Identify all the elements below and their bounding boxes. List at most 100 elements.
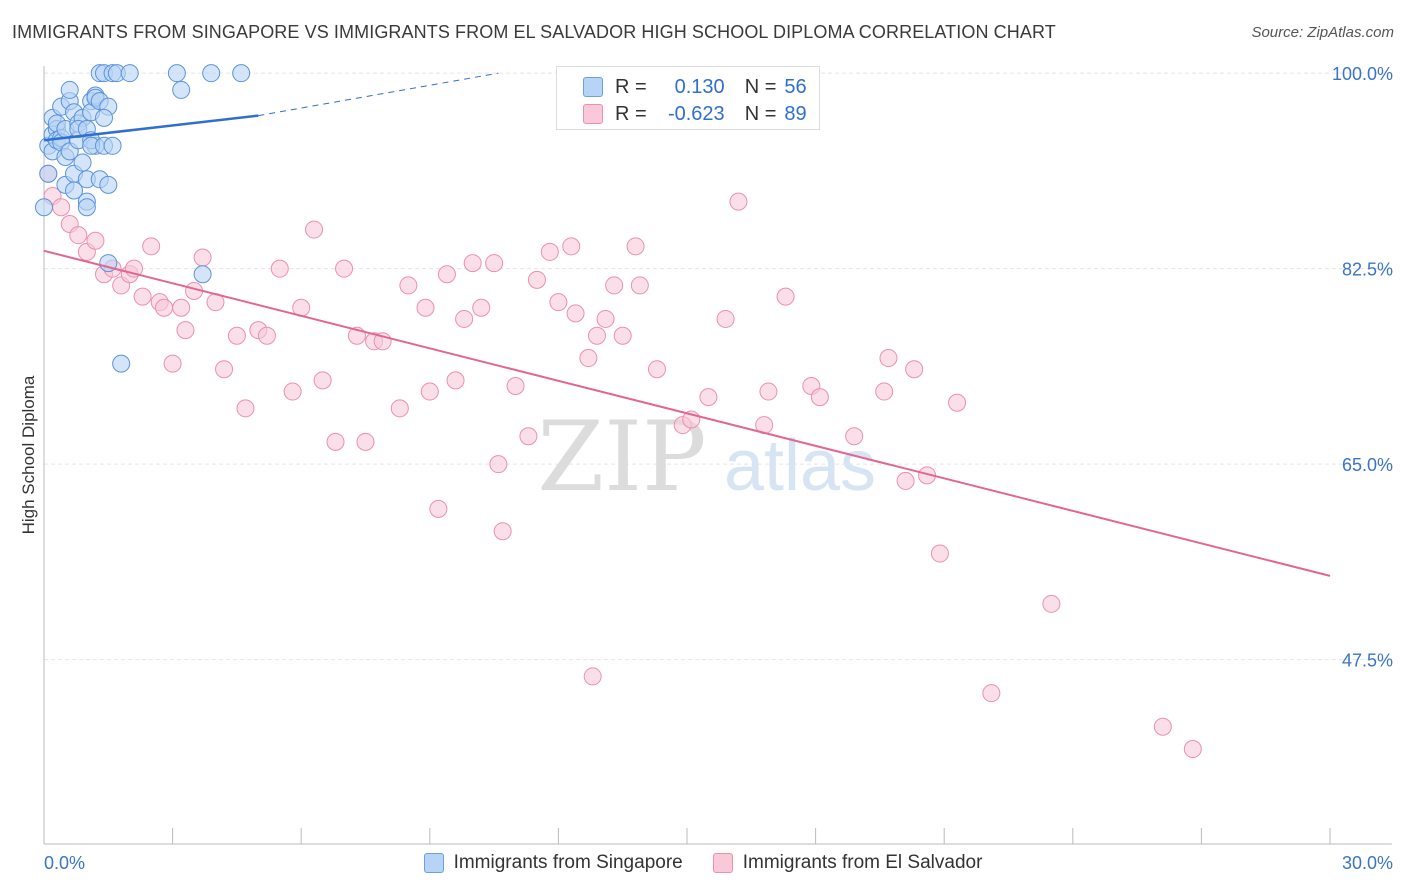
el-salvador-point — [549, 293, 568, 312]
el-salvador-point — [420, 382, 439, 401]
el-salvador-point — [776, 287, 795, 306]
el-salvador-point — [69, 226, 88, 245]
singapore-point — [172, 80, 191, 99]
el-salvador-point — [356, 432, 375, 451]
el-salvador-point — [982, 684, 1001, 703]
el-salvador-point — [896, 471, 915, 490]
legend-r-value-singapore: 0.130 — [674, 75, 725, 98]
series-legend-singapore[interactable]: Immigrants from Singapore — [423, 852, 683, 874]
el-salvador-point — [605, 276, 624, 295]
el-salvador-point — [429, 499, 448, 518]
el-salvador-points — [39, 164, 1202, 759]
el-salvador-point — [155, 298, 174, 317]
el-salvador-point — [227, 326, 246, 345]
legend-r-label: R = — [615, 75, 647, 98]
el-salvador-point — [527, 270, 546, 289]
el-salvador-point — [905, 360, 924, 379]
el-salvador-point — [1183, 740, 1202, 759]
el-salvador-point — [540, 242, 559, 261]
legend-n-label: N = — [744, 102, 777, 125]
el-salvador-point — [810, 388, 829, 407]
x-tick-label: 30.0% — [1342, 853, 1393, 873]
el-salvador-point — [215, 360, 234, 379]
y-tick-label: 82.5% — [1342, 260, 1393, 280]
chart-title: IMMIGRANTS FROM SINGAPORE VS IMMIGRANTS … — [12, 22, 1056, 42]
el-salvador-point — [1153, 717, 1172, 736]
trend-lines — [43, 72, 1331, 577]
series-label-singapore: Immigrants from Singapore — [453, 852, 683, 873]
series-swatch-singapore — [423, 853, 444, 873]
y-tick-label: 100.0% — [1332, 64, 1393, 84]
el-salvador-point — [416, 298, 435, 317]
el-salvador-point — [326, 432, 345, 451]
series-legend-el-salvador[interactable]: Immigrants from El Salvador — [712, 852, 983, 874]
el-salvador-point — [142, 237, 161, 256]
singapore-point — [99, 175, 118, 194]
el-salvador-point — [930, 544, 949, 563]
el-salvador-point — [437, 265, 456, 284]
x-tick-label: 0.0% — [44, 853, 85, 873]
legend-n-value-el-salvador: 89 — [784, 102, 807, 125]
el-salvador-point — [596, 309, 615, 328]
singapore-point — [112, 354, 131, 373]
singapore-point — [167, 64, 186, 83]
legend-n-value-singapore: 56 — [784, 75, 807, 98]
axes — [43, 66, 1392, 845]
singapore-point — [39, 164, 58, 183]
y-tick-label: 47.5% — [1342, 651, 1393, 671]
el-salvador-point — [390, 399, 409, 418]
el-salvador-point — [506, 376, 525, 395]
singapore-point — [77, 198, 96, 217]
el-salvador-point — [463, 254, 482, 273]
y-tick-label: 65.0% — [1342, 455, 1393, 475]
el-salvador-point — [879, 349, 898, 368]
el-salvador-point — [729, 192, 748, 211]
singapore-point — [60, 80, 79, 99]
el-salvador-point — [489, 455, 508, 474]
el-salvador-point — [236, 399, 255, 418]
el-salvador-point — [579, 349, 598, 368]
singapore-point — [202, 64, 221, 83]
el-salvador-point — [626, 237, 645, 256]
series-label-el-salvador: Immigrants from El Salvador — [742, 852, 983, 873]
legend-swatch-singapore — [583, 77, 603, 97]
el-salvador-point — [305, 220, 324, 239]
el-salvador-point — [948, 393, 967, 412]
el-salvador-point — [133, 287, 152, 306]
el-salvador-point — [562, 237, 581, 256]
stats-legend: R = 0.130 N = 56 R = -0.623 N = 89 — [556, 66, 820, 130]
el-salvador-point — [446, 371, 465, 390]
gridlines — [44, 72, 1392, 661]
el-salvador-point — [270, 259, 289, 278]
singapore-point — [95, 108, 114, 127]
singapore-point — [193, 265, 212, 284]
el-salvador-point — [257, 326, 276, 345]
series-legend: Immigrants from Singapore Immigrants fro… — [0, 852, 1406, 874]
el-salvador-point — [583, 667, 602, 686]
singapore-point — [120, 64, 139, 83]
singapore-point — [35, 198, 53, 217]
singapore-point — [73, 153, 92, 172]
chart-source: Source: ZipAtlas.com — [1251, 24, 1394, 41]
singapore-point — [103, 136, 122, 155]
legend-row-singapore: R = 0.130 N = 56 — [583, 75, 807, 99]
el-salvador-point — [163, 354, 182, 373]
el-salvador-point — [399, 276, 418, 295]
el-salvador-point — [759, 382, 778, 401]
legend-row-el-salvador: R = -0.623 N = 89 — [583, 102, 807, 126]
el-salvador-point — [1042, 594, 1061, 613]
el-salvador-point — [176, 321, 195, 340]
series-swatch-el-salvador — [712, 853, 733, 873]
el-salvador-point — [630, 276, 649, 295]
el-salvador-point — [845, 427, 864, 446]
singapore-trend-extension — [258, 72, 499, 117]
el-salvador-point — [613, 326, 632, 345]
singapore-point — [65, 181, 84, 200]
legend-r-value-el-salvador: -0.623 — [667, 102, 725, 125]
el-salvador-point — [193, 248, 212, 267]
el-salvador-point — [472, 298, 491, 317]
el-salvador-point — [519, 427, 538, 446]
el-salvador-point — [699, 388, 718, 407]
legend-n-label: N = — [744, 75, 777, 98]
